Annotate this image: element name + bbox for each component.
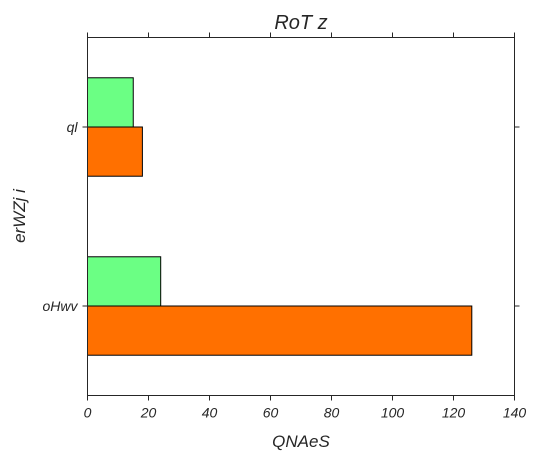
y-tick-label: ql bbox=[67, 119, 79, 135]
plot-frame bbox=[87, 37, 515, 396]
x-tick-label: 60 bbox=[263, 405, 279, 421]
x-tick-label: 140 bbox=[503, 405, 527, 421]
bar-oHwv-series-1 bbox=[87, 256, 162, 307]
x-tick-label: 80 bbox=[324, 405, 340, 421]
x-tick-label: 20 bbox=[140, 405, 157, 421]
bar-ql-series-1 bbox=[87, 77, 134, 128]
chart-title: RoT z bbox=[274, 12, 327, 34]
x-tick-label: 40 bbox=[202, 405, 218, 421]
y-tick-label: oHwv bbox=[42, 298, 78, 314]
bars-layer bbox=[87, 77, 473, 356]
x-tick-label: 100 bbox=[381, 405, 405, 421]
ticks-layer: oHwv ql 0 20 40 60 80 100 120 140 bbox=[42, 32, 527, 421]
x-tick-label: 120 bbox=[442, 405, 466, 421]
bar-ql-series-0 bbox=[87, 126, 143, 177]
bar-oHwv-series-0 bbox=[87, 305, 473, 356]
x-axis-label: QNAeS bbox=[272, 432, 330, 451]
y-axis-label: erWZj i bbox=[10, 188, 29, 243]
x-tick-label: 0 bbox=[84, 405, 92, 421]
